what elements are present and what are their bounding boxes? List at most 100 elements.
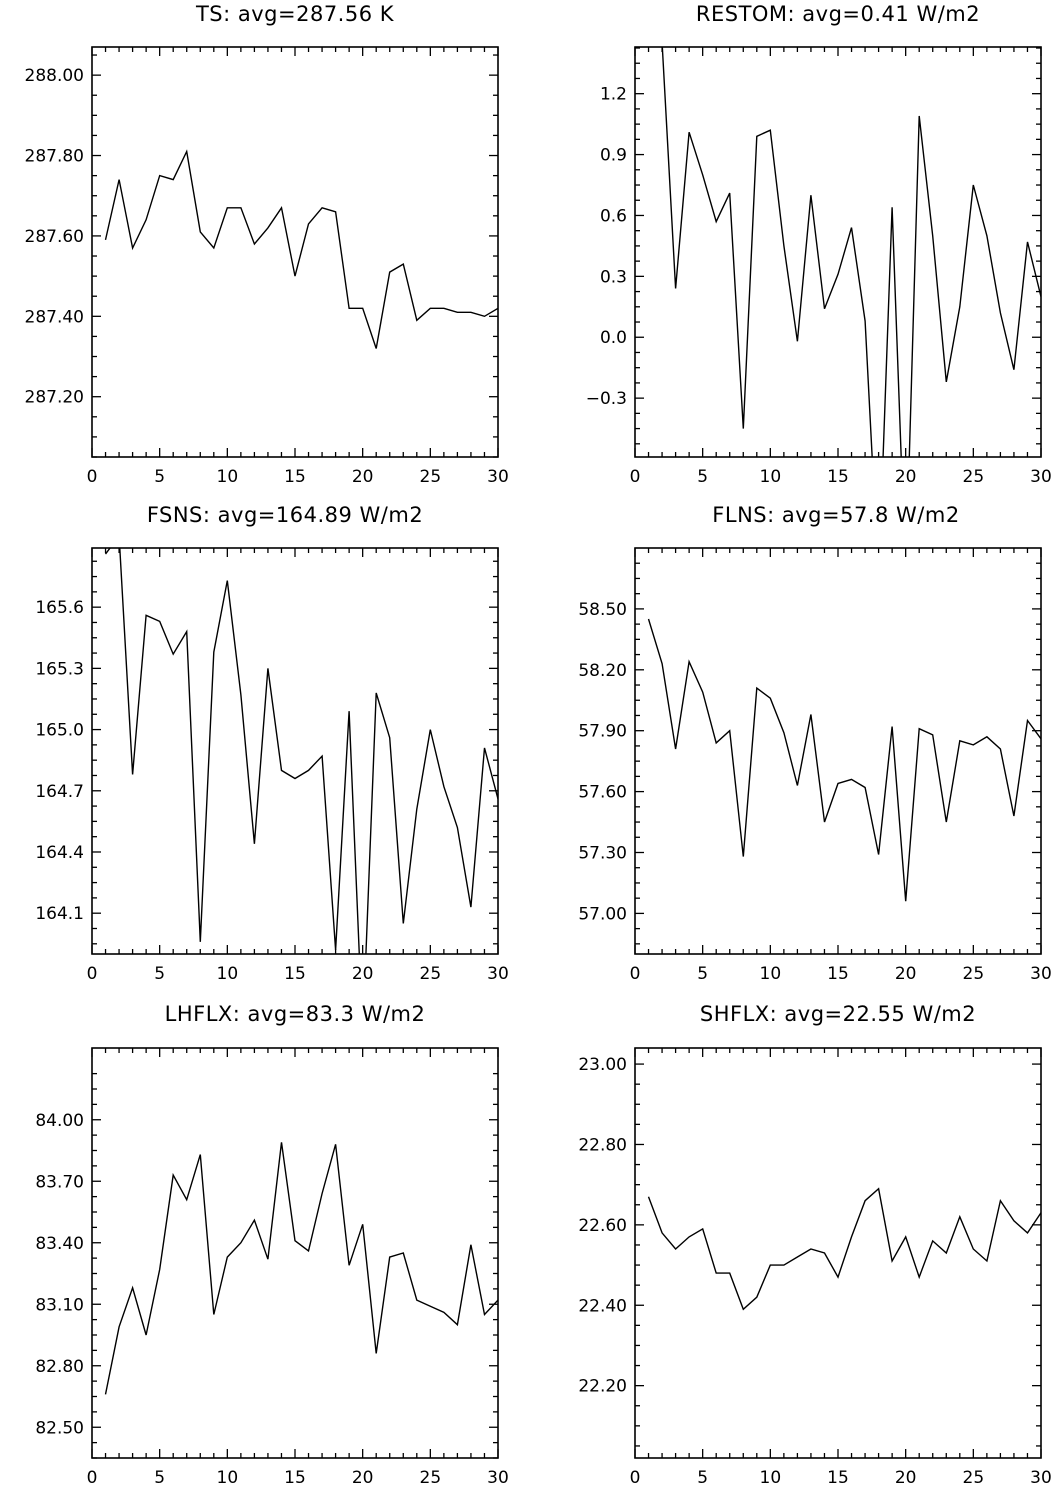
plot-frame [634,547,1042,955]
plot-frame [634,1047,1042,1459]
axis-ticks: 0 5 10 15 20 25 30 287.20 287.40 287.60 287.80 288.… [25,47,509,487]
panel-title: SHFLX: avg=22.55 W/m2 [700,1002,976,1026]
plot-frame [91,1047,499,1459]
y-tick-label: 84.00 [35,1111,84,1131]
axis-ticks: 0 5 10 15 20 25 30 −0.3 0.0 0.3 0.6 0.9 1.2 [586,47,1052,487]
panel-title: FLNS: avg=57.8 W/m2 [712,503,959,527]
x-tick-label: 20 [895,1468,917,1488]
x-tick-label: 5 [154,964,165,984]
x-tick-label: 15 [827,467,849,487]
x-tick-label: 30 [487,964,509,984]
x-tick-label: 10 [217,467,239,487]
y-tick-label: 288.00 [25,66,84,86]
y-tick-label: 164.4 [35,843,84,863]
x-tick-label: 25 [420,1468,442,1488]
x-tick-label: 5 [697,467,708,487]
y-tick-label: 83.70 [35,1172,84,1192]
y-tick-label: 57.90 [578,722,627,742]
y-tick-label: 82.50 [35,1418,84,1438]
x-tick-label: 20 [352,1468,374,1488]
panel-title: FSNS: avg=164.89 W/m2 [147,503,423,527]
series-line [104,149,498,349]
x-tick-label: 10 [217,1468,239,1488]
y-tick-label: 58.50 [578,600,627,620]
y-tick-label: 22.60 [578,1216,627,1236]
x-tick-label: 0 [87,467,98,487]
y-tick-label: 83.40 [35,1234,84,1254]
plot-frame [91,547,499,955]
x-tick-label: 0 [87,1468,98,1488]
y-tick-label: 164.7 [35,782,84,802]
axis-ticks: 0 5 10 15 20 25 30 164.1 164.4 164.7 165.0 165.3 165… [35,548,509,984]
y-tick-label: 22.40 [578,1296,627,1316]
x-tick-label: 30 [1030,1468,1052,1488]
x-tick-label: 25 [420,964,442,984]
x-tick-label: 15 [284,467,306,487]
y-tick-label: 22.80 [578,1135,627,1155]
y-tick-label: 57.00 [578,904,627,924]
y-tick-label: 0.3 [600,267,627,287]
y-tick-label: −0.3 [586,389,627,409]
panel-title: TS: avg=287.56 K [195,2,395,26]
x-tick-label: 25 [963,1468,985,1488]
x-tick-label: 30 [1030,467,1052,487]
y-tick-label: 287.40 [25,307,84,327]
x-tick-label: 15 [284,1468,306,1488]
x-tick-label: 0 [87,964,98,984]
x-tick-label: 30 [487,1468,509,1488]
axis-ticks: 0 5 10 15 20 25 30 57.00 57.30 57.60 57.90 58.20 58.… [578,548,1052,984]
x-tick-label: 20 [352,964,374,984]
x-tick-label: 10 [217,964,239,984]
y-tick-label: 23.00 [578,1055,627,1075]
panel-ts: TS: avg=287.56 K 0 5 10 15 20 25 30 287.20 287.4… [25,2,509,487]
panel-fsns: FSNS: avg=164.89 W/m2 0 5 10 15 20 25 30 164.1 1… [35,503,509,984]
y-tick-label: 22.20 [578,1377,627,1397]
series-line [661,47,1041,457]
x-tick-label: 25 [963,467,985,487]
panel-flns: FLNS: avg=57.8 W/m2 0 5 10 15 20 25 30 57.00 57.… [578,503,1051,984]
y-tick-label: 82.80 [35,1357,84,1377]
x-tick-label: 25 [420,467,442,487]
axis-ticks: 0 5 10 15 20 25 30 82.50 82.80 83.10 83.40 83.70 84.… [35,1048,509,1488]
panel-title: LHFLX: avg=83.3 W/m2 [165,1002,426,1026]
y-tick-label: 83.10 [35,1295,84,1315]
axis-ticks: 0 5 10 15 20 25 30 22.20 22.40 22.60 22.80 23.00 [578,1048,1052,1488]
y-tick-label: 165.6 [35,598,84,618]
x-tick-label: 10 [760,964,782,984]
y-tick-label: 287.80 [25,147,84,167]
x-tick-label: 30 [1030,964,1052,984]
y-tick-label: 165.3 [35,659,84,679]
x-tick-label: 15 [284,964,306,984]
x-tick-label: 20 [895,467,917,487]
x-tick-label: 5 [697,1468,708,1488]
x-tick-label: 10 [760,467,782,487]
y-tick-label: 1.2 [600,85,627,105]
x-tick-label: 15 [827,964,849,984]
x-tick-label: 25 [963,964,985,984]
x-tick-label: 0 [630,467,641,487]
panel-restom: RESTOM: avg=0.41 W/m2 0 5 10 15 20 25 30 −0.3 0.… [586,2,1052,487]
x-tick-label: 20 [895,964,917,984]
x-tick-label: 5 [697,964,708,984]
x-tick-label: 0 [630,1468,641,1488]
panel-shflx: SHFLX: avg=22.55 W/m2 0 5 10 15 20 25 30 22.20 2… [578,1002,1051,1488]
x-tick-label: 5 [154,467,165,487]
series-line [647,1187,1041,1311]
x-tick-label: 5 [154,1468,165,1488]
panel-lhflx: LHFLX: avg=83.3 W/m2 0 5 10 15 20 25 30 82.50 82… [35,1002,508,1488]
x-tick-label: 20 [352,467,374,487]
series-line [104,1142,498,1395]
series-line [104,548,498,954]
y-tick-label: 57.60 [578,783,627,803]
series-line [647,618,1041,902]
y-tick-label: 0.6 [600,206,627,226]
x-tick-label: 30 [487,467,509,487]
y-tick-label: 0.9 [600,146,627,166]
y-tick-label: 287.60 [25,227,84,247]
plot-frame [634,46,1042,458]
y-tick-label: 57.30 [578,844,627,864]
plot-frame [91,46,499,458]
x-tick-label: 0 [630,964,641,984]
y-tick-label: 164.1 [35,904,84,924]
